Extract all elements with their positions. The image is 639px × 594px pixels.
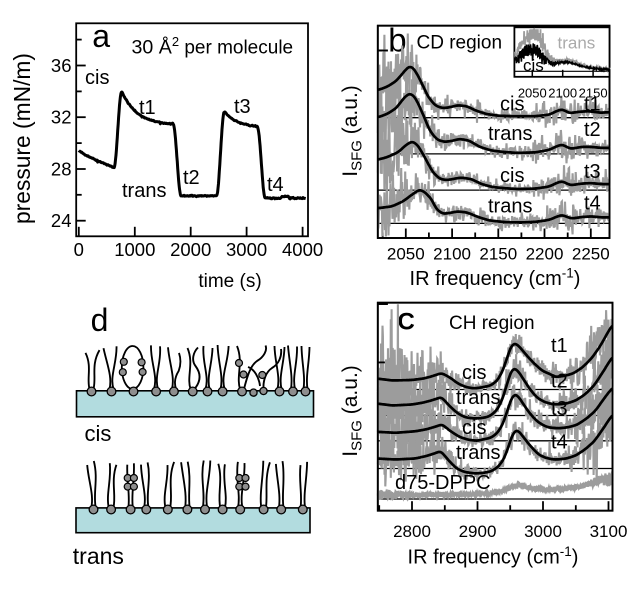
svg-text:2800: 2800 bbox=[393, 522, 431, 541]
svg-text:CD region: CD region bbox=[417, 33, 503, 54]
svg-text:cis: cis bbox=[523, 56, 544, 75]
svg-text:3100: 3100 bbox=[590, 522, 628, 541]
svg-text:a: a bbox=[92, 18, 110, 54]
svg-text:time (s): time (s) bbox=[198, 271, 261, 292]
svg-text:t2: t2 bbox=[183, 167, 200, 189]
svg-text:C: C bbox=[398, 309, 415, 336]
svg-text:t4: t4 bbox=[584, 193, 601, 215]
svg-text:trans: trans bbox=[456, 387, 500, 409]
svg-text:2150: 2150 bbox=[479, 245, 517, 264]
svg-text:trans: trans bbox=[488, 195, 532, 217]
svg-text:28: 28 bbox=[51, 158, 72, 179]
svg-text:2100: 2100 bbox=[433, 245, 471, 264]
svg-text:32: 32 bbox=[51, 107, 72, 128]
svg-text:4000: 4000 bbox=[282, 239, 323, 260]
svg-text:d: d bbox=[91, 302, 109, 338]
svg-text:t3: t3 bbox=[584, 161, 601, 183]
svg-text:cis: cis bbox=[85, 421, 112, 446]
svg-text:3000: 3000 bbox=[226, 239, 267, 260]
svg-text:cis: cis bbox=[500, 94, 524, 116]
svg-text:IR frequency (cm-1): IR frequency (cm-1) bbox=[408, 544, 579, 569]
svg-text:trans: trans bbox=[73, 543, 124, 569]
svg-text:t1: t1 bbox=[551, 335, 568, 357]
svg-text:t3: t3 bbox=[234, 96, 251, 118]
svg-text:0: 0 bbox=[74, 239, 84, 260]
svg-text:t1: t1 bbox=[139, 97, 156, 119]
svg-text:trans: trans bbox=[558, 33, 596, 52]
svg-text:3000: 3000 bbox=[524, 522, 562, 541]
svg-text:cis: cis bbox=[500, 165, 524, 187]
svg-text:trans: trans bbox=[122, 180, 166, 202]
svg-text:2150: 2150 bbox=[579, 86, 608, 101]
svg-text:2900: 2900 bbox=[459, 522, 497, 541]
svg-text:30 Å2 per molecule: 30 Å2 per molecule bbox=[132, 34, 294, 59]
svg-text:trans: trans bbox=[488, 123, 532, 145]
svg-text:t4: t4 bbox=[551, 432, 568, 454]
svg-text:24: 24 bbox=[51, 210, 72, 231]
svg-text:ISFG (a.u.): ISFG (a.u.) bbox=[339, 85, 366, 177]
svg-text:t4: t4 bbox=[267, 174, 284, 196]
svg-text:t2: t2 bbox=[584, 119, 601, 141]
svg-text:pressure (mN/m): pressure (mN/m) bbox=[9, 53, 35, 224]
svg-text:2250: 2250 bbox=[572, 245, 610, 264]
svg-text:t3: t3 bbox=[551, 398, 568, 420]
svg-text:2200: 2200 bbox=[526, 245, 564, 264]
svg-text:trans: trans bbox=[456, 442, 500, 464]
svg-text:t1: t1 bbox=[584, 94, 601, 116]
svg-text:2000: 2000 bbox=[170, 239, 211, 260]
svg-text:2050: 2050 bbox=[387, 245, 425, 264]
svg-text:2100: 2100 bbox=[548, 86, 577, 101]
svg-text:2050: 2050 bbox=[518, 86, 547, 101]
svg-text:d75-DPPC: d75-DPPC bbox=[395, 472, 491, 494]
svg-text:IR frequency (cm-1): IR frequency (cm-1) bbox=[410, 266, 581, 291]
svg-text:1000: 1000 bbox=[114, 239, 155, 260]
svg-text:cis: cis bbox=[462, 362, 486, 384]
svg-text:36: 36 bbox=[51, 55, 72, 76]
svg-text:t2: t2 bbox=[551, 371, 568, 393]
svg-text:cis: cis bbox=[85, 67, 109, 89]
svg-text:CH region: CH region bbox=[449, 313, 535, 334]
svg-text:cis: cis bbox=[462, 417, 486, 439]
